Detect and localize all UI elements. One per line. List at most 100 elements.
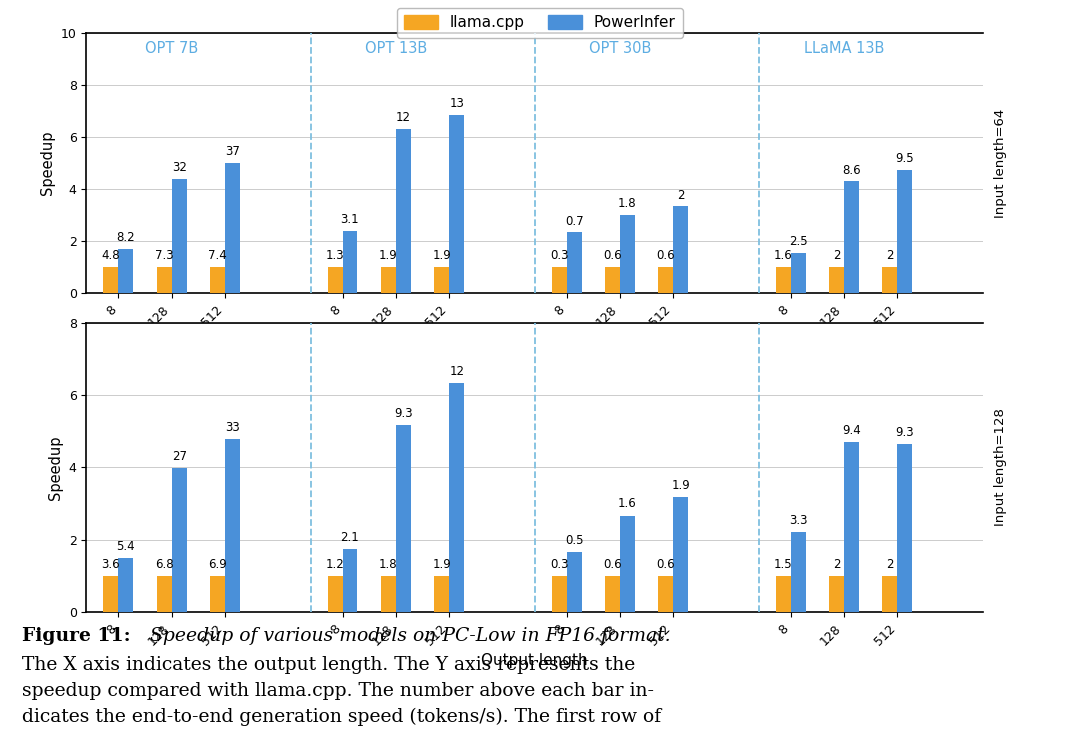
Bar bbox=[845, 442, 859, 612]
Text: 3.6: 3.6 bbox=[102, 558, 120, 571]
Bar bbox=[381, 576, 396, 612]
Text: 3.3: 3.3 bbox=[788, 515, 808, 527]
Text: 1.8: 1.8 bbox=[379, 558, 397, 571]
Text: 1.8: 1.8 bbox=[618, 197, 637, 210]
Text: OPT 13B: OPT 13B bbox=[365, 41, 427, 56]
Bar bbox=[434, 267, 449, 293]
Text: 8.2: 8.2 bbox=[117, 231, 135, 244]
Text: 1.9: 1.9 bbox=[379, 249, 397, 262]
Text: 12: 12 bbox=[396, 111, 410, 124]
Bar bbox=[449, 115, 464, 293]
Text: 7.4: 7.4 bbox=[208, 249, 227, 262]
Bar bbox=[211, 267, 225, 293]
Bar bbox=[673, 498, 688, 612]
Bar bbox=[845, 181, 859, 293]
Y-axis label: Speedup: Speedup bbox=[40, 131, 55, 195]
Bar bbox=[552, 267, 567, 293]
Bar bbox=[552, 576, 567, 612]
Bar bbox=[775, 576, 791, 612]
Text: OPT 7B: OPT 7B bbox=[145, 41, 199, 56]
Text: 4.8: 4.8 bbox=[102, 249, 120, 262]
Bar bbox=[225, 439, 240, 612]
Text: 6.9: 6.9 bbox=[208, 558, 227, 571]
Bar bbox=[620, 216, 635, 293]
Bar bbox=[791, 253, 806, 293]
Text: Input length=64: Input length=64 bbox=[994, 108, 1007, 218]
Text: LLaMA 13B: LLaMA 13B bbox=[804, 41, 885, 56]
Text: Figure 11:: Figure 11: bbox=[22, 627, 131, 645]
Text: 0.6: 0.6 bbox=[657, 558, 675, 571]
Text: 5.4: 5.4 bbox=[117, 539, 135, 553]
Bar bbox=[211, 576, 225, 612]
Text: 8.6: 8.6 bbox=[842, 163, 861, 177]
Text: OPT 30B: OPT 30B bbox=[589, 41, 651, 56]
Text: 2: 2 bbox=[887, 558, 894, 571]
Bar bbox=[897, 169, 913, 293]
Text: The X axis indicates the output length. The Y axis represents the
speedup compar: The X axis indicates the output length. … bbox=[22, 657, 661, 733]
Bar bbox=[659, 267, 673, 293]
Bar bbox=[396, 129, 410, 293]
Text: 1.9: 1.9 bbox=[432, 558, 451, 571]
Bar bbox=[829, 267, 845, 293]
Bar bbox=[225, 163, 240, 293]
Text: 13: 13 bbox=[449, 97, 464, 111]
Text: 2: 2 bbox=[887, 249, 894, 262]
Bar bbox=[882, 576, 897, 612]
Text: 0.6: 0.6 bbox=[604, 558, 622, 571]
Text: 2: 2 bbox=[833, 249, 840, 262]
Text: 9.3: 9.3 bbox=[394, 407, 413, 420]
Bar bbox=[119, 248, 133, 293]
Text: 0.7: 0.7 bbox=[565, 215, 583, 228]
Text: 0.3: 0.3 bbox=[550, 558, 568, 571]
Bar bbox=[434, 576, 449, 612]
Bar bbox=[327, 576, 342, 612]
Text: Speedup of various models on PC-Low in FP16 format.: Speedup of various models on PC-Low in F… bbox=[144, 627, 671, 645]
Text: 2.5: 2.5 bbox=[788, 235, 808, 248]
Bar bbox=[791, 532, 806, 612]
Text: 27: 27 bbox=[172, 450, 187, 463]
Bar bbox=[659, 576, 673, 612]
Bar bbox=[381, 267, 396, 293]
Text: 2: 2 bbox=[677, 189, 685, 202]
Text: 1.3: 1.3 bbox=[326, 249, 345, 262]
Bar bbox=[104, 576, 119, 612]
Bar bbox=[620, 515, 635, 612]
Bar bbox=[775, 267, 791, 293]
Bar bbox=[342, 231, 357, 293]
Bar bbox=[605, 576, 620, 612]
Text: 1.9: 1.9 bbox=[672, 479, 690, 493]
Text: 2.1: 2.1 bbox=[340, 531, 360, 543]
Bar bbox=[673, 207, 688, 293]
Text: 1.6: 1.6 bbox=[774, 249, 793, 262]
Bar bbox=[449, 383, 464, 612]
Text: 1.9: 1.9 bbox=[432, 249, 451, 262]
Bar bbox=[327, 267, 342, 293]
Y-axis label: Speedup: Speedup bbox=[49, 435, 63, 499]
Text: 1.6: 1.6 bbox=[618, 497, 637, 510]
Text: 9.5: 9.5 bbox=[895, 152, 914, 165]
Text: 0.5: 0.5 bbox=[565, 534, 583, 547]
Text: 7.3: 7.3 bbox=[156, 249, 174, 262]
Text: 37: 37 bbox=[225, 145, 240, 158]
Text: 6.8: 6.8 bbox=[156, 558, 174, 571]
Bar bbox=[396, 425, 410, 612]
Bar bbox=[567, 232, 581, 293]
Text: 9.4: 9.4 bbox=[842, 424, 861, 437]
Bar bbox=[342, 549, 357, 612]
Text: 9.3: 9.3 bbox=[895, 426, 914, 438]
Bar bbox=[172, 468, 187, 612]
Text: 33: 33 bbox=[226, 421, 240, 434]
Text: 0.3: 0.3 bbox=[550, 249, 568, 262]
Text: 1.2: 1.2 bbox=[326, 558, 345, 571]
Text: Input length=128: Input length=128 bbox=[994, 408, 1007, 526]
Text: 0.6: 0.6 bbox=[604, 249, 622, 262]
Bar bbox=[897, 443, 913, 612]
Bar bbox=[882, 267, 897, 293]
Legend: llama.cpp, PowerInfer: llama.cpp, PowerInfer bbox=[396, 7, 684, 38]
Bar bbox=[119, 558, 133, 612]
Text: 1.5: 1.5 bbox=[774, 558, 793, 571]
Text: 2: 2 bbox=[833, 558, 840, 571]
Text: 32: 32 bbox=[172, 161, 187, 174]
Bar bbox=[605, 267, 620, 293]
Bar bbox=[104, 267, 119, 293]
